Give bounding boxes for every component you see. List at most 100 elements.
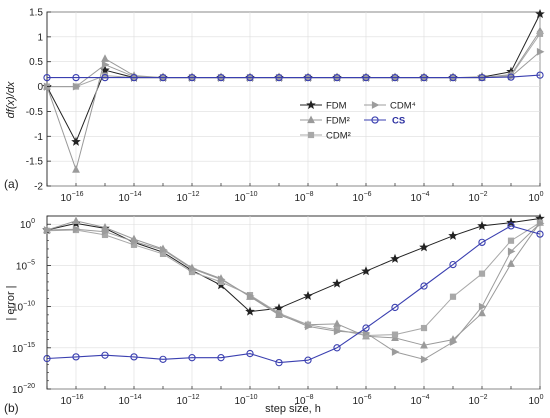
data-point bbox=[420, 73, 428, 82]
data-point bbox=[130, 353, 138, 361]
legend-label-fdm: FDM bbox=[326, 101, 347, 112]
data-point bbox=[478, 308, 486, 317]
legend-item-fdm: FDM bbox=[300, 99, 347, 112]
data-point bbox=[275, 358, 283, 367]
data-point bbox=[72, 165, 80, 173]
panel-a-label: (a) bbox=[4, 177, 19, 191]
data-point bbox=[217, 73, 225, 82]
x-tick-label: 100 bbox=[528, 394, 543, 407]
x-tick-label: 10−8 bbox=[294, 394, 313, 407]
x-tick-label: 10−12 bbox=[177, 191, 200, 204]
data-point bbox=[536, 47, 545, 56]
data-point bbox=[536, 30, 544, 37]
legend-item-fdm2: FDM² bbox=[300, 116, 350, 127]
data-point bbox=[536, 230, 544, 238]
panel-b-x-ticks: 10−16 10−14 10−12 10−10 10−8 10−6 10−4 10−2 100 bbox=[46, 386, 544, 407]
data-point bbox=[420, 324, 428, 332]
legend-item-cdm4: CDM⁴ bbox=[364, 101, 416, 112]
data-point bbox=[72, 225, 81, 234]
panel-b-y-ticks: 100 10−5 10−10 10−15 10−20 bbox=[12, 215, 51, 396]
data-point bbox=[101, 60, 110, 69]
y-tick-label: 1 bbox=[37, 32, 43, 43]
legend-marker bbox=[306, 99, 316, 110]
y-tick-label: -0.5 bbox=[26, 107, 44, 118]
series-line bbox=[46, 223, 541, 360]
series-cdm4 bbox=[43, 47, 545, 91]
x-tick-label: 10−4 bbox=[410, 191, 429, 204]
data-point bbox=[333, 73, 341, 82]
series-line bbox=[46, 30, 541, 172]
data-point bbox=[391, 331, 399, 338]
data-point bbox=[420, 340, 428, 349]
x-tick-label: 10−16 bbox=[61, 191, 84, 204]
data-point bbox=[72, 82, 81, 91]
data-point bbox=[449, 338, 458, 346]
data-point bbox=[304, 356, 312, 364]
legend-marker-shape bbox=[371, 116, 379, 124]
data-point bbox=[478, 302, 487, 311]
panel-a-y-axis-label: df(x)/dx bbox=[5, 81, 17, 118]
data-point bbox=[159, 73, 167, 82]
data-point bbox=[101, 73, 109, 82]
data-point bbox=[101, 351, 109, 359]
y-tick-label: 10−15 bbox=[12, 342, 35, 355]
series-line bbox=[46, 225, 541, 364]
panel-a: -2-1.5-1-0.500.511.5 10−16 10−14 10−12 10−1… bbox=[4, 8, 545, 204]
legend-label-cs: CS bbox=[392, 116, 405, 127]
data-point bbox=[333, 319, 341, 328]
data-point bbox=[275, 310, 284, 318]
legend-label-cdm2: CDM² bbox=[326, 131, 351, 142]
series-line bbox=[46, 222, 541, 337]
data-point bbox=[449, 293, 457, 300]
series-cs bbox=[43, 71, 544, 82]
legend: FDM FDM² CDM² CDM⁴ CS bbox=[300, 99, 416, 142]
data-point bbox=[246, 349, 254, 358]
data-point bbox=[361, 266, 371, 276]
data-point bbox=[420, 355, 429, 364]
series-cdm2 bbox=[43, 30, 544, 90]
data-point bbox=[507, 259, 515, 267]
x-tick-label: 10−6 bbox=[352, 394, 371, 407]
x-tick-label: 10−6 bbox=[352, 191, 371, 204]
legend-item-cs: CS bbox=[364, 116, 405, 127]
legend-marker-shape bbox=[307, 115, 315, 124]
panel-a-y-ticks: -2 -1.5 -1 -0.5 0 0.5 1 1.5 bbox=[26, 8, 51, 193]
data-point bbox=[71, 136, 81, 146]
y-tick-label: 10−5 bbox=[16, 259, 35, 272]
data-point bbox=[304, 73, 312, 82]
y-tick-label: -1 bbox=[34, 132, 43, 143]
data-point bbox=[419, 242, 429, 252]
legend-label-cdm4: CDM⁴ bbox=[390, 101, 416, 112]
x-tick-label: 10−4 bbox=[410, 394, 429, 407]
data-point bbox=[188, 73, 196, 82]
data-point bbox=[217, 275, 226, 284]
legend-marker bbox=[307, 131, 315, 139]
data-point bbox=[506, 217, 516, 227]
x-tick-label: 10−14 bbox=[119, 191, 142, 204]
data-point bbox=[391, 348, 400, 356]
x-tick-label: 10−12 bbox=[177, 394, 200, 407]
data-point bbox=[101, 227, 110, 236]
data-point bbox=[72, 353, 80, 361]
data-point bbox=[536, 219, 545, 228]
x-tick-label: 10−10 bbox=[235, 191, 258, 204]
data-point bbox=[420, 282, 428, 290]
data-point bbox=[159, 355, 167, 363]
data-point bbox=[507, 73, 515, 81]
panel-b-y-axis-label: | error | bbox=[5, 285, 17, 320]
y-tick-label: 1.5 bbox=[29, 8, 43, 19]
data-point bbox=[274, 303, 284, 313]
data-point bbox=[245, 306, 255, 316]
x-tick-label: 10−16 bbox=[61, 394, 84, 407]
legend-label-fdm2: FDM² bbox=[326, 116, 350, 127]
data-point bbox=[449, 73, 457, 82]
data-point bbox=[43, 354, 51, 363]
legend-marker-shape bbox=[306, 99, 316, 110]
data-point bbox=[390, 253, 400, 263]
data-point bbox=[159, 245, 168, 254]
legend-marker-shape bbox=[307, 131, 315, 139]
data-point bbox=[448, 230, 458, 240]
y-tick-label: 10−10 bbox=[12, 301, 35, 314]
data-point bbox=[507, 237, 515, 244]
data-point bbox=[391, 73, 399, 82]
